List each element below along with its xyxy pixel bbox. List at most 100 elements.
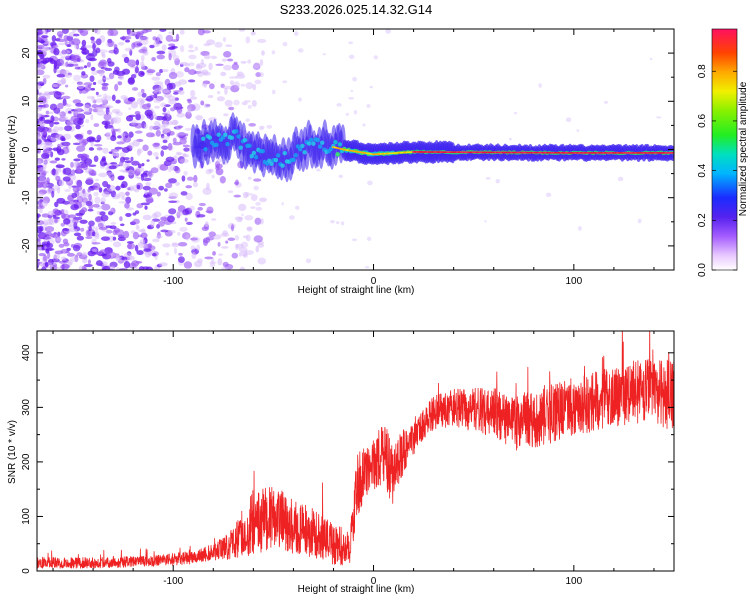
- spectrogram-noise-blob: [62, 238, 69, 244]
- spectrogram-noise-blob: [106, 184, 111, 189]
- spectrogram-noise-blob: [95, 260, 103, 267]
- spectrogram-noise-blob: [54, 250, 64, 255]
- spectrogram-noise-blob: [61, 213, 71, 221]
- spectrogram-noise-blob: [119, 216, 123, 222]
- spectrogram-noise-blob: [128, 77, 135, 84]
- spectrogram-noise-blob: [58, 42, 66, 46]
- spectrogram-noise-blob: [178, 252, 183, 256]
- spectrogram-noise-blob: [128, 172, 135, 179]
- spectrogram-noise-blob: [91, 96, 95, 104]
- spectrogram-noise-blob: [127, 169, 135, 176]
- spectrogram-noise-blob: [162, 243, 171, 248]
- spectrogram-noise-blob: [109, 207, 114, 213]
- spectrogram-noise-blob: [76, 108, 83, 113]
- spectrogram-noise-blob: [184, 67, 190, 73]
- spectrogram-noise-blob: [37, 160, 42, 166]
- spectrogram-noise-blob: [173, 247, 177, 255]
- spectrogram-noise-blob: [100, 97, 107, 102]
- spectrogram-noise-blob: [77, 82, 85, 90]
- spectrogram-noise-blob: [119, 169, 126, 173]
- spectrogram-noise-blob: [38, 91, 43, 96]
- spectrogram-noise-blob: [162, 88, 172, 95]
- spectrogram-speckle: [348, 41, 354, 45]
- spectrogram-noise-blob: [53, 47, 60, 56]
- spectrogram-noise-blob: [110, 173, 115, 181]
- spectrogram-noise-blob: [95, 98, 105, 103]
- spectrogram-signal-core: [225, 141, 230, 147]
- spectrogram-noise-blob: [88, 220, 95, 227]
- spectrogram-noise-blob: [37, 113, 45, 118]
- spectrogram-noise-blob: [132, 218, 140, 225]
- spectrogram-speckle: [322, 53, 326, 56]
- spectrogram-noise-blob: [184, 127, 193, 131]
- spectrogram-noise-blob: [115, 185, 121, 191]
- spectrogram-noise-blob: [128, 262, 137, 269]
- spectrogram-noise-blob: [96, 134, 102, 142]
- spectrogram-noise-blob: [175, 71, 185, 78]
- spectrogram-noise-blob: [125, 191, 130, 196]
- spectrogram-noise-blob: [93, 123, 100, 128]
- spectrogram-signal-core: [251, 150, 257, 156]
- spectrogram-noise-blob: [88, 204, 93, 210]
- spectrogram-noise-blob: [73, 33, 80, 37]
- spectrogram-speckle: [362, 123, 366, 127]
- spectrogram-noise-blob: [40, 39, 45, 44]
- spectrogram-noise-blob: [117, 236, 126, 242]
- spectrogram-noise-blob: [101, 84, 109, 92]
- spectrogram-noise-blob: [59, 57, 65, 64]
- spectrogram-noise-blob: [109, 265, 115, 270]
- spectrogram-noise-blob: [253, 62, 261, 68]
- spectrogram-noise-blob: [46, 135, 52, 142]
- spectrogram-noise-blob: [53, 91, 62, 99]
- spectrogram-noise-blob: [144, 190, 148, 195]
- spectrogram-speckle: [366, 236, 372, 242]
- spectrogram-noise-blob: [188, 62, 195, 67]
- spectrogram-noise-blob: [39, 225, 44, 232]
- spectrogram-speckle: [366, 104, 371, 108]
- spectrogram-noise-blob: [136, 166, 145, 173]
- snr-x-tick-label: -100: [163, 576, 183, 587]
- spectrogram-noise-blob: [93, 155, 99, 163]
- spectrogram-noise-blob: [96, 106, 104, 112]
- spectrogram-noise-blob: [225, 240, 229, 244]
- spectrogram-noise-blob: [154, 105, 160, 109]
- spectrogram-signal-core: [201, 136, 206, 141]
- spectrogram-noise-blob: [216, 96, 226, 102]
- spectrogram-noise-blob: [137, 163, 142, 169]
- spectrogram-noise-blob: [202, 187, 212, 195]
- spectrogram-noise-blob: [111, 108, 121, 114]
- spectrogram-signal-core: [302, 150, 307, 155]
- spectrogram-noise-blob: [168, 200, 178, 203]
- spectrogram-noise-blob: [134, 244, 139, 252]
- spectrogram-noise-blob: [240, 60, 247, 64]
- spectrogram-noise-blob: [163, 127, 171, 133]
- spectrogram-noise-blob: [137, 241, 147, 248]
- spectrogram-noise-blob: [145, 29, 152, 33]
- spectrogram-noise-blob: [247, 176, 252, 180]
- spectrogram-noise-blob: [211, 174, 215, 179]
- spectrogram-noise-blob: [167, 47, 176, 50]
- spectrogram-noise-blob: [145, 95, 154, 102]
- spectrogram-noise-blob: [96, 210, 101, 215]
- spectrogram-noise-blob: [246, 226, 253, 232]
- spectrogram-noise-blob: [102, 99, 109, 105]
- spectrogram-noise-blob: [94, 29, 98, 34]
- spectrogram-noise-blob: [119, 223, 125, 227]
- spectrogram-noise-blob: [44, 231, 53, 237]
- spectrogram-noise-blob: [90, 66, 96, 72]
- spectrogram-noise-blob: [92, 49, 98, 57]
- spectrogram-noise-blob: [203, 239, 208, 246]
- spectrogram-noise-blob: [244, 214, 254, 221]
- spectrogram-noise-blob: [205, 236, 215, 241]
- spectrogram-noise-blob: [214, 41, 223, 48]
- spectrogram-noise-blob: [52, 216, 61, 220]
- spectrogram-noise-blob: [66, 44, 71, 47]
- snr-ticks: -100 0 100 0 100 200 300 400: [21, 331, 674, 587]
- spectrogram-noise-blob: [229, 80, 235, 86]
- snr-y-tick-label: 200: [21, 453, 32, 470]
- spectrogram-noise-blob: [125, 212, 132, 218]
- spectrogram-speckle: [235, 218, 240, 221]
- spectrogram-noise-blob: [203, 82, 207, 88]
